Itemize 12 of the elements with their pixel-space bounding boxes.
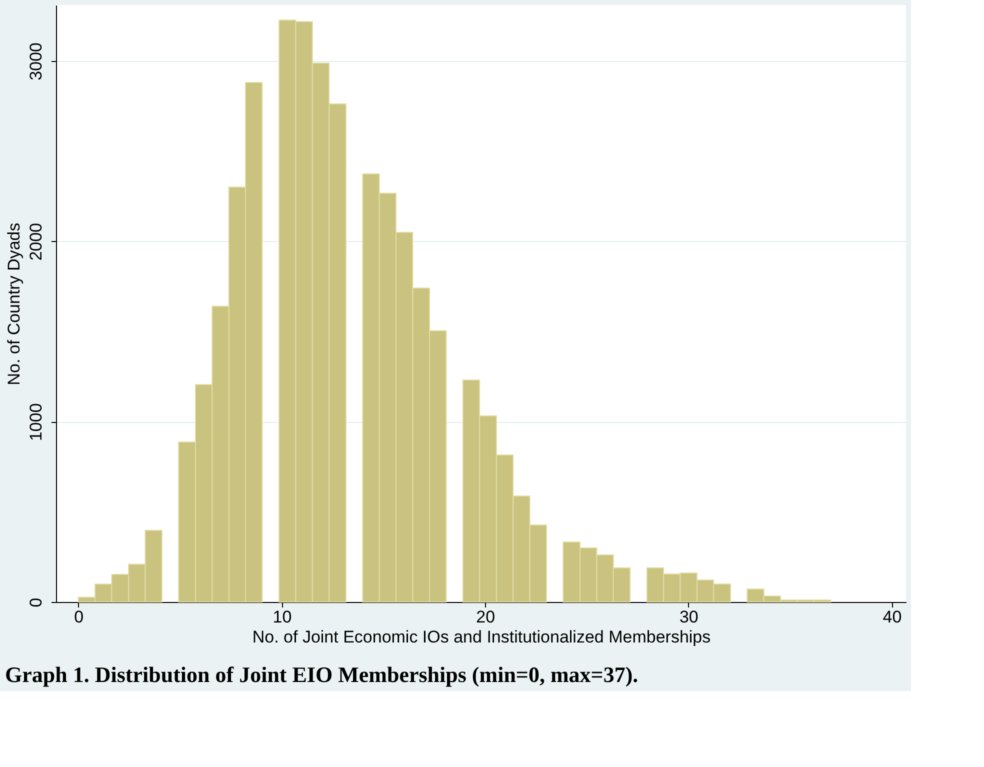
x-tick-label: 10 <box>272 608 292 626</box>
x-axis-title: No. of Joint Economic IOs and Institutionalized Memberships <box>252 628 711 646</box>
x-tick-label: 20 <box>476 608 496 626</box>
y-axis-title: No. of Country Dyads <box>4 222 24 386</box>
y-tick-label: 3000 <box>26 42 46 80</box>
x-tick-label: 40 <box>882 608 902 626</box>
y-tick-label: 1000 <box>26 403 46 442</box>
y-tick-label: 0 <box>26 598 46 608</box>
text: Graph 1. Distribution of Joint EIO Memberships (min=0, max=37). <box>5 662 638 687</box>
y-tick-label: 2000 <box>26 222 46 261</box>
x-tick-label: 0 <box>74 608 84 626</box>
x-tick-label: 30 <box>679 608 698 626</box>
